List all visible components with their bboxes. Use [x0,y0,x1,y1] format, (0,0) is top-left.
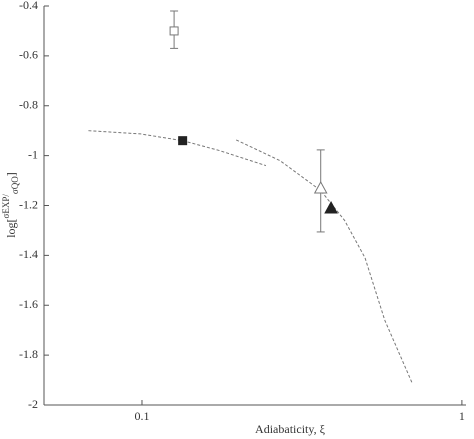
y-tick-label: -0.4 [19,0,38,12]
dashed-curve [88,130,267,167]
y-tick-label: -1.4 [19,247,38,261]
x-axis-label: Adiabaticity, ξ [255,422,326,436]
triangle-marker [324,200,338,214]
triangle-marker [313,180,328,194]
y-tick-label: -1.8 [19,347,38,361]
y-tick-label: -0.6 [19,48,38,62]
dashed-curve [235,139,413,383]
y-label-suffix: ] [4,172,18,176]
y-label-denominator: σQO [10,176,20,194]
y-label-numerator: σEXP [1,197,11,219]
square-marker [169,26,179,36]
y-tick-label: -1 [28,147,38,161]
y-label-slash: / [1,194,11,197]
x-tick-label: 1 [459,409,465,423]
y-tick-label: -1.6 [19,297,38,311]
y-tick-label: -0.8 [19,98,38,112]
y-label-prefix: log[ [4,218,18,237]
y-tick-label: -2 [28,397,38,411]
x-tick-label: 0.1 [134,409,149,423]
y-tick-label: -1.2 [19,197,38,211]
square-marker [178,136,188,146]
y-axis-label: log[σEXP/σQO] [1,172,20,238]
